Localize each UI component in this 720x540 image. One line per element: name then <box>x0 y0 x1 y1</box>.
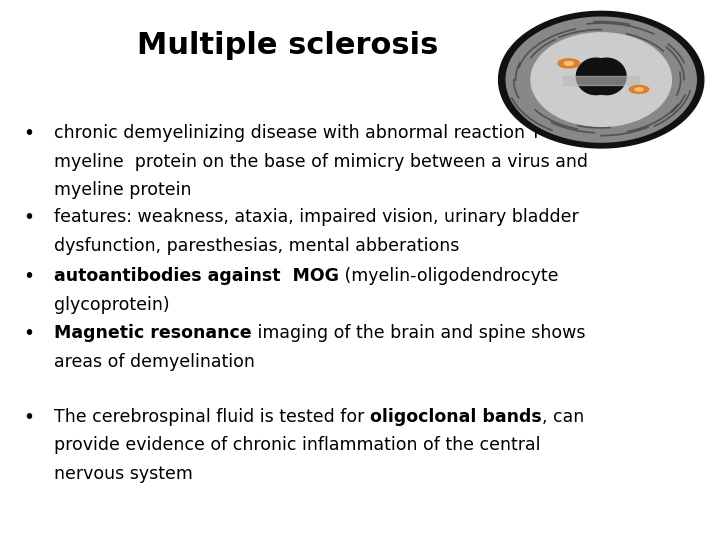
Text: (myelin-oligodendrocyte: (myelin-oligodendrocyte <box>339 267 559 285</box>
Text: autoantibodies against  MOG: autoantibodies against MOG <box>54 267 339 285</box>
Text: •: • <box>23 267 35 286</box>
Polygon shape <box>564 62 573 65</box>
Polygon shape <box>558 59 580 68</box>
Text: imaging of the brain and spine shows: imaging of the brain and spine shows <box>251 324 585 342</box>
Text: •: • <box>23 208 35 227</box>
Polygon shape <box>499 11 704 148</box>
Text: nervous system: nervous system <box>54 465 193 483</box>
Text: Magnetic resonance: Magnetic resonance <box>54 324 251 342</box>
Text: myeline  protein on the base of mimicry between a virus and: myeline protein on the base of mimicry b… <box>54 153 588 171</box>
Text: dysfunction, paresthesias, mental abberations: dysfunction, paresthesias, mental abbera… <box>54 237 459 254</box>
Polygon shape <box>577 58 615 94</box>
Text: oligoclonal bands: oligoclonal bands <box>370 408 541 426</box>
Text: •: • <box>23 324 35 343</box>
Polygon shape <box>531 33 672 126</box>
Text: areas of demyelination: areas of demyelination <box>54 353 255 370</box>
Text: cells to: cells to <box>546 124 617 142</box>
Text: •: • <box>23 408 35 427</box>
Polygon shape <box>588 58 626 94</box>
Text: provide evidence of chronic inflammation of the central: provide evidence of chronic inflammation… <box>54 436 541 454</box>
Polygon shape <box>629 85 649 93</box>
Text: glycoprotein): glycoprotein) <box>54 296 170 314</box>
Polygon shape <box>635 88 643 91</box>
Text: •: • <box>23 124 35 143</box>
Text: The cerebrospinal fluid is tested for: The cerebrospinal fluid is tested for <box>54 408 370 426</box>
Text: features: weakness, ataxia, impaired vision, urinary bladder: features: weakness, ataxia, impaired vis… <box>54 208 579 226</box>
Text: , can: , can <box>541 408 584 426</box>
Text: Multiple sclerosis: Multiple sclerosis <box>138 31 438 60</box>
Polygon shape <box>506 17 696 142</box>
Text: chronic demyelinizing disease with abnormal reaction T: chronic demyelinizing disease with abnor… <box>54 124 546 142</box>
Text: myeline protein: myeline protein <box>54 181 192 199</box>
